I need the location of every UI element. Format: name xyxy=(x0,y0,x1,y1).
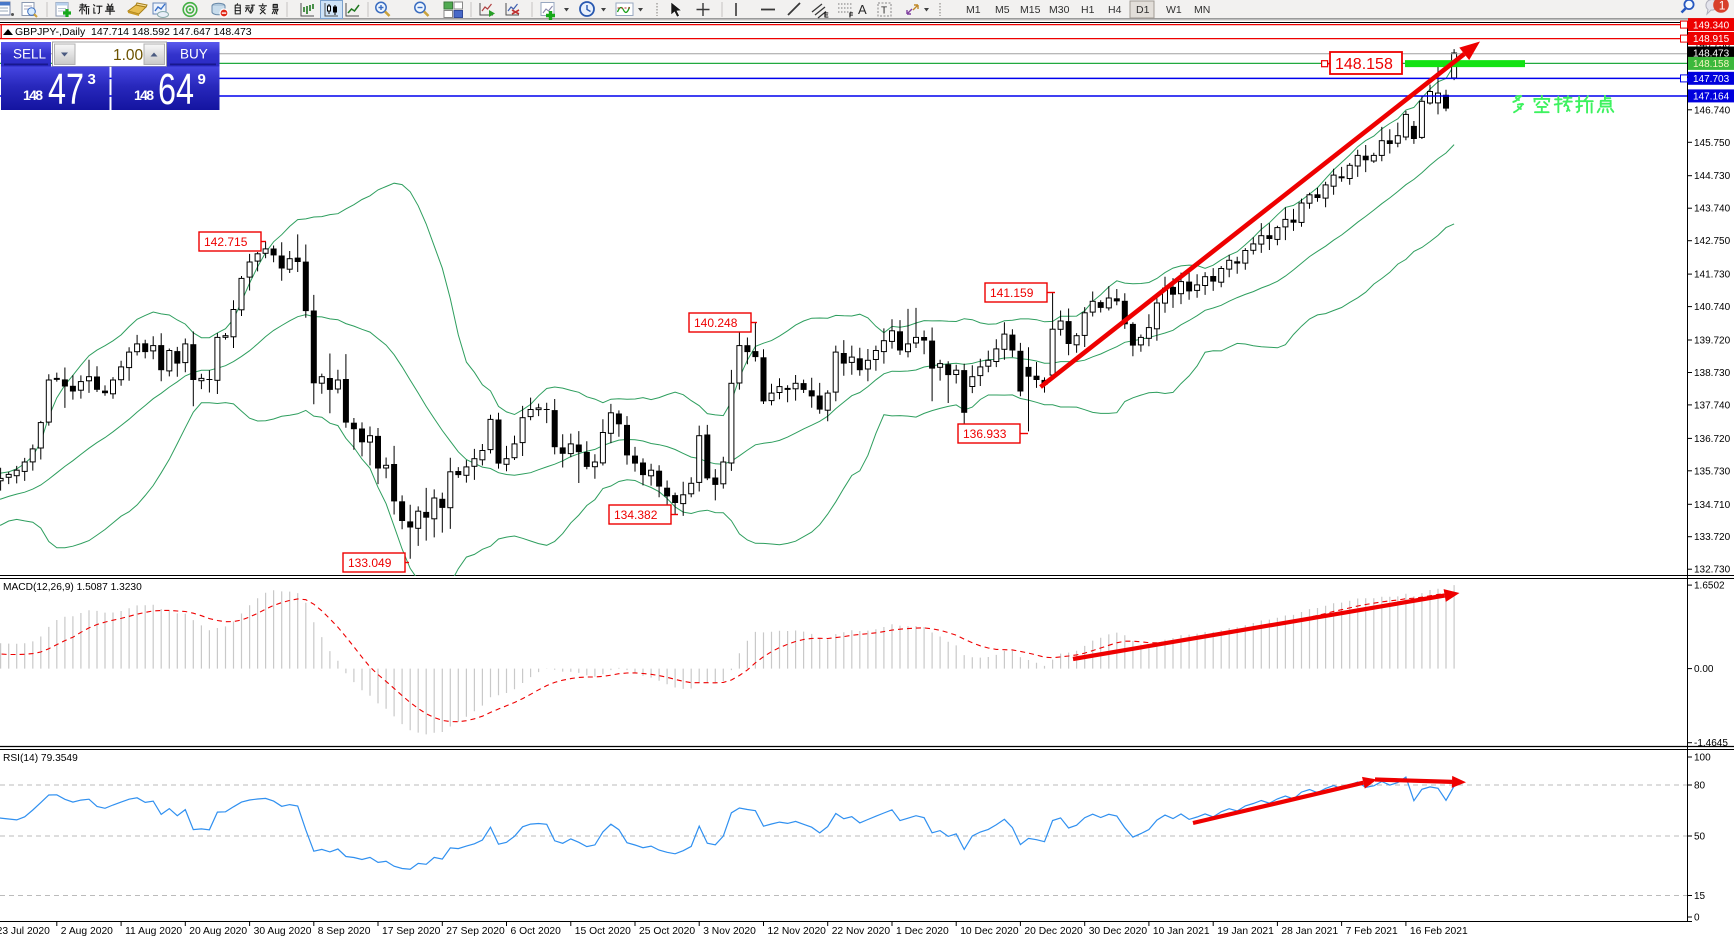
svg-text:138.730: 138.730 xyxy=(1694,368,1731,379)
svg-text:1.6502: 1.6502 xyxy=(1694,581,1725,592)
svg-text:1 Dec 2020: 1 Dec 2020 xyxy=(896,926,949,937)
svg-text:132.730: 132.730 xyxy=(1694,565,1731,576)
svg-text:135.730: 135.730 xyxy=(1694,466,1731,477)
svg-text:10 Jan 2021: 10 Jan 2021 xyxy=(1153,926,1210,937)
svg-text:F: F xyxy=(849,13,854,20)
svg-text:142.715: 142.715 xyxy=(204,235,248,249)
svg-text:80: 80 xyxy=(1694,781,1706,792)
svg-text:-1.4645: -1.4645 xyxy=(1694,738,1728,749)
svg-text:RSI(14) 79.3549: RSI(14) 79.3549 xyxy=(3,753,78,764)
svg-text:8 Sep 2020: 8 Sep 2020 xyxy=(318,926,371,937)
svg-text:BUY: BUY xyxy=(180,47,208,62)
svg-text:141.159: 141.159 xyxy=(990,286,1034,300)
svg-text:140.248: 140.248 xyxy=(694,316,738,330)
svg-text:50: 50 xyxy=(1694,832,1706,843)
svg-text:148.158: 148.158 xyxy=(1693,59,1730,70)
svg-text:15: 15 xyxy=(1694,891,1706,902)
svg-text:1: 1 xyxy=(1719,0,1726,13)
svg-text:147.703: 147.703 xyxy=(1693,74,1730,85)
svg-text:134.382: 134.382 xyxy=(614,508,658,522)
svg-text:17 Sep 2020: 17 Sep 2020 xyxy=(382,926,441,937)
svg-text:7 Feb 2021: 7 Feb 2021 xyxy=(1346,926,1398,937)
svg-text:136.933: 136.933 xyxy=(963,427,1007,441)
svg-text:22 Nov 2020: 22 Nov 2020 xyxy=(832,926,891,937)
svg-text:133.720: 133.720 xyxy=(1694,532,1731,543)
svg-text:2 Aug 2020: 2 Aug 2020 xyxy=(61,926,113,937)
svg-text:MACD(12,26,9) 1.5087 1.3230: MACD(12,26,9) 1.5087 1.3230 xyxy=(3,582,142,593)
svg-text:148.915: 148.915 xyxy=(1693,34,1730,45)
svg-text:GBPJPY-,Daily 147.714 148.592: GBPJPY-,Daily 147.714 148.592 147.647 14… xyxy=(15,26,252,38)
svg-text:145.750: 145.750 xyxy=(1694,138,1731,149)
svg-text:MN: MN xyxy=(1194,4,1210,16)
svg-text:147.164: 147.164 xyxy=(1693,92,1730,103)
svg-text:25 Oct 2020: 25 Oct 2020 xyxy=(639,926,695,937)
svg-text:23 Jul 2020: 23 Jul 2020 xyxy=(0,926,50,937)
svg-text:134.710: 134.710 xyxy=(1694,500,1731,511)
svg-text:141.730: 141.730 xyxy=(1694,270,1731,281)
svg-text:A: A xyxy=(858,2,867,17)
svg-text:E: E xyxy=(824,13,829,20)
svg-text:148.158: 148.158 xyxy=(1335,56,1393,73)
svg-text:15 Oct 2020: 15 Oct 2020 xyxy=(575,926,631,937)
svg-text:0: 0 xyxy=(1694,913,1700,924)
svg-text:146.740: 146.740 xyxy=(1694,105,1731,116)
svg-text:142.750: 142.750 xyxy=(1694,236,1731,247)
svg-text:3: 3 xyxy=(88,71,96,88)
svg-text:W1: W1 xyxy=(1166,4,1182,16)
svg-text:143.740: 143.740 xyxy=(1694,204,1731,215)
svg-text:M1: M1 xyxy=(966,4,981,16)
svg-text:11 Aug 2020: 11 Aug 2020 xyxy=(125,926,182,937)
svg-text:137.740: 137.740 xyxy=(1694,400,1731,411)
svg-text:47: 47 xyxy=(48,65,84,114)
svg-text:M5: M5 xyxy=(995,4,1010,16)
svg-text:19 Jan 2021: 19 Jan 2021 xyxy=(1217,926,1274,937)
svg-text:SELL: SELL xyxy=(13,47,47,62)
svg-text:20 Aug 2020: 20 Aug 2020 xyxy=(189,926,247,937)
svg-text:H4: H4 xyxy=(1108,4,1122,16)
svg-text:136.720: 136.720 xyxy=(1694,434,1731,445)
svg-text:28 Jan 2021: 28 Jan 2021 xyxy=(1281,926,1338,937)
svg-text:148: 148 xyxy=(134,87,154,103)
svg-text:M30: M30 xyxy=(1049,4,1070,16)
svg-text:6 Oct 2020: 6 Oct 2020 xyxy=(511,926,562,937)
svg-text:9: 9 xyxy=(198,71,206,88)
svg-text:27 Sep 2020: 27 Sep 2020 xyxy=(446,926,505,937)
svg-text:3 Nov 2020: 3 Nov 2020 xyxy=(703,926,756,937)
svg-text:T: T xyxy=(881,6,887,17)
svg-text:30 Dec 2020: 30 Dec 2020 xyxy=(1089,926,1148,937)
svg-text:133.049: 133.049 xyxy=(348,556,392,570)
svg-text:144.730: 144.730 xyxy=(1694,171,1731,182)
svg-text:100: 100 xyxy=(1694,753,1711,764)
svg-text:140.740: 140.740 xyxy=(1694,302,1731,313)
svg-text:10 Dec 2020: 10 Dec 2020 xyxy=(960,926,1019,937)
svg-text:0.00: 0.00 xyxy=(1694,664,1714,675)
svg-text:12 Nov 2020: 12 Nov 2020 xyxy=(768,926,827,937)
svg-text:148: 148 xyxy=(23,87,43,103)
svg-text:D1: D1 xyxy=(1136,4,1150,16)
svg-text:149.340: 149.340 xyxy=(1693,20,1730,31)
svg-text:64: 64 xyxy=(158,65,194,114)
svg-text:M15: M15 xyxy=(1020,4,1041,16)
svg-text:1.00: 1.00 xyxy=(113,47,144,64)
svg-text:148.473: 148.473 xyxy=(1693,49,1730,60)
svg-text:20 Dec 2020: 20 Dec 2020 xyxy=(1024,926,1083,937)
svg-text:16 Feb 2021: 16 Feb 2021 xyxy=(1410,926,1468,937)
svg-text:30 Aug 2020: 30 Aug 2020 xyxy=(254,926,312,937)
svg-text:H1: H1 xyxy=(1081,4,1095,16)
svg-text:139.720: 139.720 xyxy=(1694,336,1731,347)
